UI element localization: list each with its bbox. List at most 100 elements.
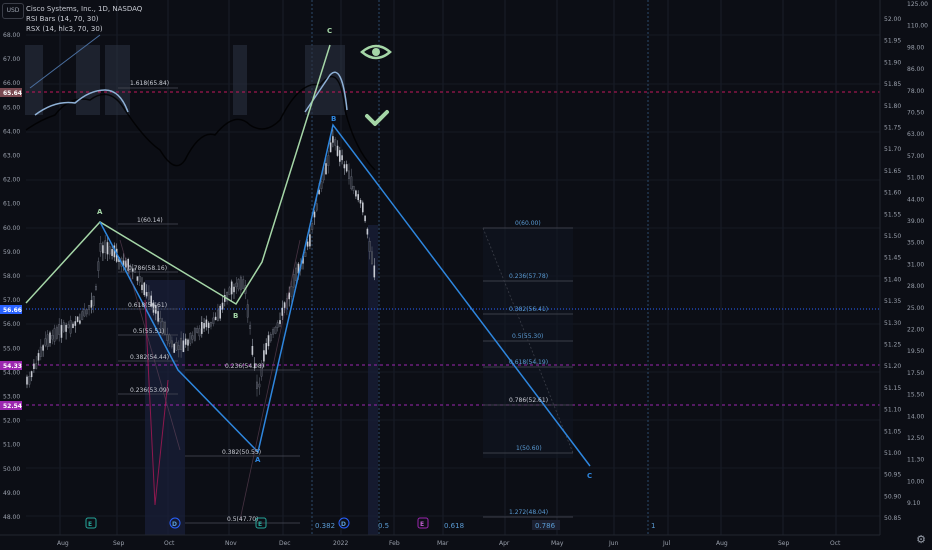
candle-body (235, 282, 238, 288)
candle-body (216, 309, 219, 321)
candle-body (81, 311, 84, 320)
settings-icon[interactable]: ⚙ (916, 533, 926, 546)
eye-icon[interactable] (360, 44, 392, 60)
candle-body (46, 334, 49, 347)
candle-body (161, 321, 164, 334)
candle-body (177, 345, 180, 350)
candle-body (339, 150, 341, 162)
candle-body (166, 334, 169, 341)
candle-body (210, 322, 212, 327)
right-axis-tick: 51.60 (884, 190, 901, 197)
fib-right-label: 0.5(55.30) (512, 333, 543, 340)
candle-body (33, 363, 35, 369)
candle-body (35, 363, 38, 369)
candle-body (325, 163, 327, 175)
right-axis-tick: 51.35 (884, 298, 901, 305)
fib-right-label: 1.272(48.04) (509, 509, 548, 516)
candle-body (253, 363, 256, 369)
candle-body (159, 317, 162, 323)
right-axis-tick: 11.30 (907, 457, 924, 464)
right-axis-tick: 35.00 (907, 240, 924, 247)
candle-body (175, 342, 178, 351)
candle-body (226, 291, 229, 302)
x-axis-tick: May (551, 540, 564, 547)
x-axis-tick: 2022 (333, 540, 348, 547)
right-axis-tick: 51.45 (884, 255, 901, 262)
candle-body (67, 324, 70, 328)
candle-body (85, 309, 88, 315)
left-axis-tick: 52.00 (3, 418, 20, 425)
candle-body (207, 322, 210, 328)
right-axis-tick: 51.15 (884, 385, 901, 392)
right-axis-tick: 110.00 (907, 23, 928, 30)
right-axis-tick: 17.50 (907, 370, 924, 377)
fib-right-label: 0.618(54.19) (509, 359, 548, 366)
candle-body (320, 181, 323, 189)
candle-body (332, 136, 334, 143)
candle-body (83, 309, 86, 317)
price-badge: 65.64 (3, 90, 22, 97)
indicator-label[interactable]: RSX (14, hlc3, 70, 30) (26, 25, 103, 33)
candle-body (26, 376, 28, 385)
candle-body (297, 263, 300, 274)
candle-body (237, 279, 240, 290)
candle-body (104, 240, 107, 253)
candle-body (58, 324, 61, 335)
left-axis-tick: 58.00 (3, 273, 20, 280)
earnings-marker[interactable]: E (258, 521, 262, 528)
candle-body (373, 265, 376, 278)
indicator-label[interactable]: RSI Bars (14, 70, 30) (26, 15, 99, 23)
price-badge: 56.66 (3, 307, 22, 314)
candle-body (246, 304, 249, 318)
candle-body (276, 322, 279, 328)
candle-body (72, 323, 74, 329)
fib-left-label: 0.786(58.16) (128, 265, 167, 272)
candle-body (265, 343, 267, 355)
x-axis-tick: Feb (389, 540, 400, 547)
candle-body (55, 326, 58, 339)
fib-mid-label: 0.236(54.08) (225, 363, 264, 370)
right-axis-tick: 50.95 (884, 472, 901, 479)
earnings-marker[interactable]: E (420, 521, 424, 528)
left-axis-tick: 48.00 (3, 514, 20, 521)
candle-body (336, 145, 339, 156)
wave-label-b1: B (233, 312, 238, 320)
dividend-marker[interactable]: D (341, 521, 346, 528)
x-axis-tick: Apr (499, 540, 510, 547)
candle-body (366, 228, 369, 235)
left-axis-tick: 55.00 (3, 345, 20, 352)
candle-body (357, 194, 359, 201)
fib-ratio-label: 0.5 (378, 522, 389, 530)
candle-body (315, 203, 318, 211)
candle-body (263, 350, 265, 362)
x-axis-tick: Nov (225, 540, 237, 547)
dividend-marker[interactable]: D (172, 521, 177, 528)
wave-label-a1: A (97, 208, 103, 216)
right-axis-tick: 50.85 (884, 515, 901, 522)
candle-body (193, 327, 196, 341)
candle-body (53, 328, 56, 342)
candle-body (28, 376, 31, 385)
right-axis-tick: 39.00 (907, 218, 924, 225)
fib-right-label: 0.786(52.61) (509, 397, 548, 404)
candle-body (242, 279, 245, 289)
right-axis-tick: 51.85 (884, 81, 901, 88)
fib-left-label: 1(60.14) (137, 217, 163, 224)
candle-body (267, 335, 270, 347)
candle-body (180, 337, 183, 350)
candle-body (334, 139, 337, 146)
currency-badge[interactable]: USD (2, 3, 24, 19)
earnings-marker[interactable]: E (88, 521, 92, 528)
candle-body (214, 316, 217, 321)
right-axis-tick: 51.95 (884, 38, 901, 45)
left-axis-tick: 60.00 (3, 225, 20, 232)
right-axis-tick: 44.00 (907, 196, 924, 203)
left-axis-tick: 49.00 (3, 490, 20, 497)
right-axis-tick: 51.00 (907, 175, 924, 182)
price-badge: 52.54 (3, 403, 22, 410)
candle-body (318, 189, 320, 195)
fib-ratio-label: 0.618 (444, 522, 464, 530)
x-axis-tick: Oct (164, 540, 175, 547)
candle-body (239, 276, 242, 291)
